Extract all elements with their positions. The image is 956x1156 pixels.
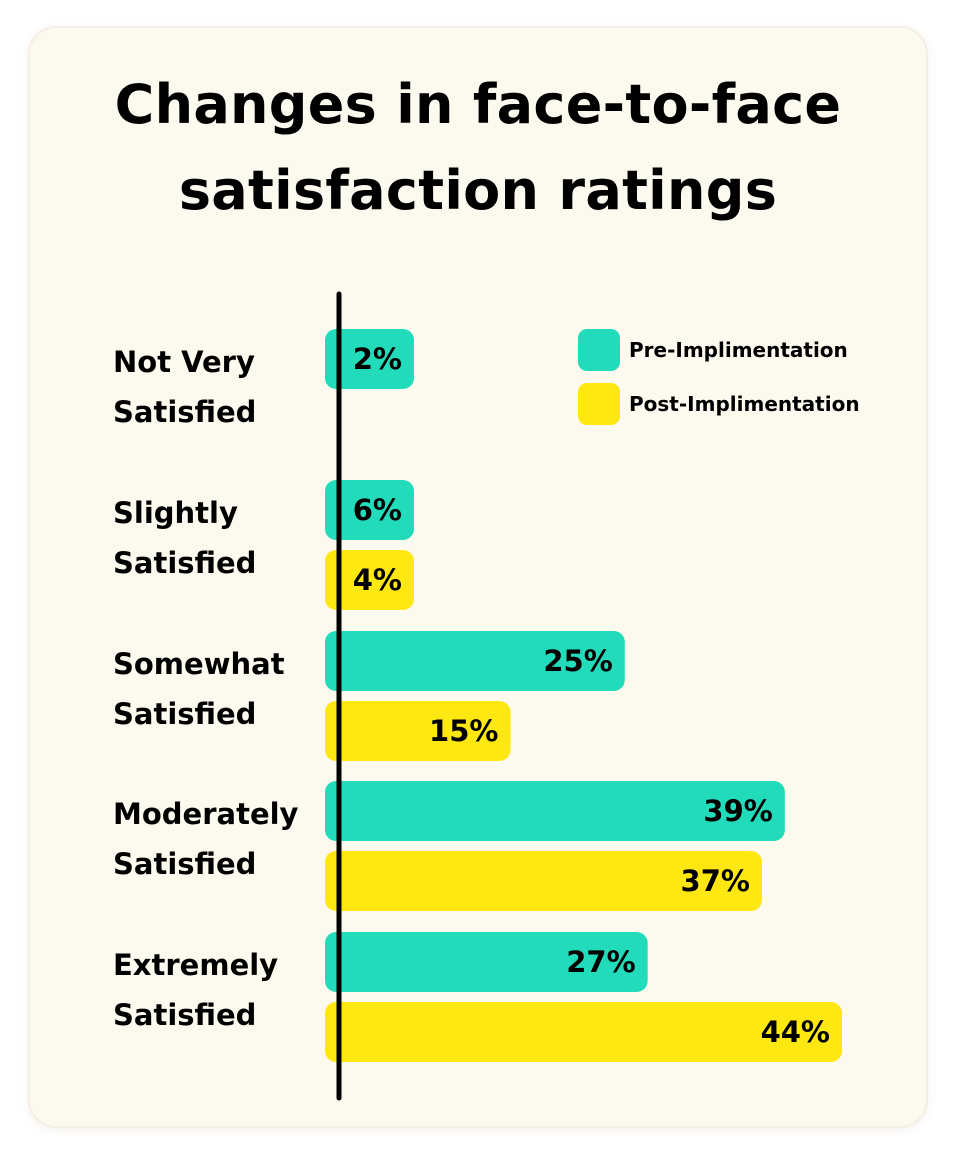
chart-title: Changes in face-to-face satisfaction rat… bbox=[0, 62, 956, 234]
category-label-line: Not Very bbox=[113, 345, 255, 379]
legend-swatch bbox=[578, 383, 620, 425]
bar-value-label: 37% bbox=[681, 864, 750, 898]
bar bbox=[325, 631, 625, 691]
category-label: Slightly Satisfied bbox=[113, 496, 256, 580]
bar-value-label: 27% bbox=[566, 945, 635, 979]
category-label-line: Satisfied bbox=[113, 847, 256, 881]
legend-swatch bbox=[578, 329, 620, 371]
category-label-line: Moderately bbox=[113, 797, 299, 831]
bar bbox=[325, 932, 648, 992]
bar bbox=[325, 550, 414, 610]
category-label: Somewhat Satisfied bbox=[113, 647, 285, 731]
bar bbox=[325, 1002, 842, 1062]
category-label: Not Very Satisfied bbox=[113, 345, 256, 429]
bar bbox=[325, 329, 414, 389]
category-label-line: Satisfied bbox=[113, 697, 256, 731]
bar-value-label: 2% bbox=[353, 342, 402, 376]
bar-value-label: 39% bbox=[703, 794, 772, 828]
bar-value-label: 44% bbox=[761, 1015, 830, 1049]
bar bbox=[325, 480, 414, 540]
legend-label: Pre-Implimentation bbox=[629, 338, 848, 362]
chart-title-line-1: Changes in face-to-face bbox=[114, 73, 842, 136]
bar-value-label: 15% bbox=[429, 714, 498, 748]
bar bbox=[325, 851, 762, 911]
category-label-line: Satisfied bbox=[113, 998, 256, 1032]
bar-value-label: 4% bbox=[353, 563, 402, 597]
bar bbox=[325, 701, 511, 761]
category-label-line: Extremely bbox=[113, 948, 278, 982]
legend-label: Post-Implimentation bbox=[629, 392, 860, 416]
bar bbox=[325, 781, 785, 841]
bar-value-label: 6% bbox=[353, 493, 402, 527]
bar-value-label: 25% bbox=[543, 644, 612, 678]
category-label: Extremely Satisfied bbox=[113, 948, 278, 1032]
category-label-line: Somewhat bbox=[113, 647, 285, 681]
category-label-line: Satisfied bbox=[113, 395, 256, 429]
category-label-line: Slightly bbox=[113, 496, 238, 530]
category-label-line: Satisfied bbox=[113, 546, 256, 580]
chart-title-line-2: satisfaction ratings bbox=[178, 159, 778, 222]
category-label: Moderately Satisfied bbox=[113, 797, 299, 881]
